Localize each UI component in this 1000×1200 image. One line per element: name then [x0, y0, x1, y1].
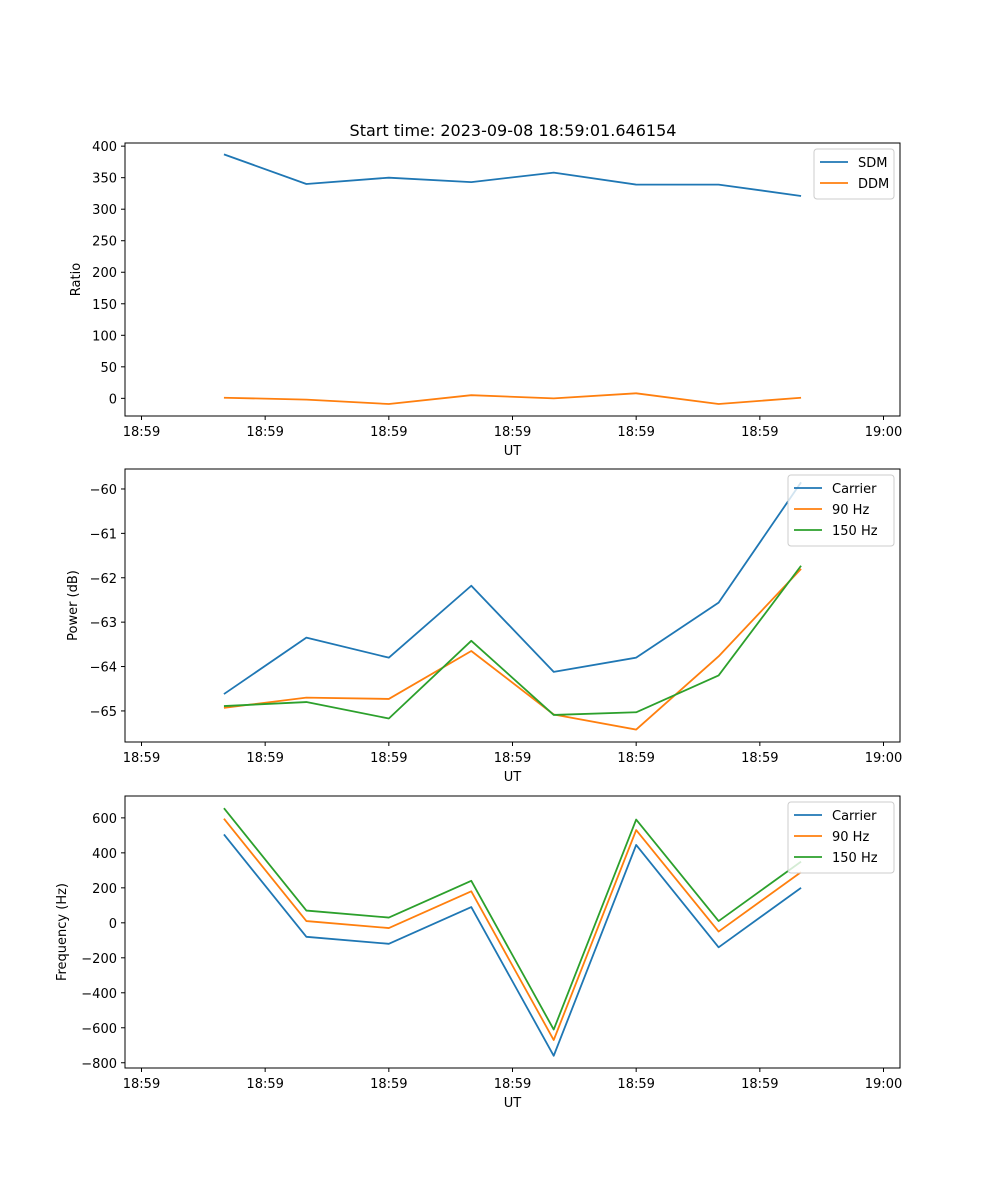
legend-label: 150 Hz: [832, 851, 878, 866]
series-line-ddm: [223, 392, 802, 405]
legend-label: SDM: [858, 156, 887, 171]
legend-label: DDM: [858, 177, 889, 192]
chart-panel-1: 18:59 18:59 18:59 18:59 18:59 18:59 19:00 0 50 10…: [69, 140, 902, 459]
y-tick-label: −65: [90, 705, 117, 720]
chart-panel-2: 18:59 18:59 18:59 18:59 18:59 18:59 19:00 −65 −6…: [66, 468, 902, 785]
x-tick-label: 18:59: [617, 425, 654, 440]
legend: Carrier 90 Hz 150 Hz: [787, 474, 895, 547]
y-tick-label: −800: [81, 1057, 117, 1072]
y-tick-label: 50: [100, 361, 117, 376]
series-line-sdm: [223, 153, 802, 197]
x-tick-label: 18:59: [494, 751, 531, 766]
series-line-carrier: [223, 481, 802, 695]
chart-panel-3: 18:59 18:59 18:59 18:59 18:59 18:59 19:00 −800 −…: [55, 795, 902, 1111]
y-axis-label: Frequency (Hz): [55, 883, 70, 981]
legend-label: Carrier: [832, 482, 877, 497]
x-tick-label: 18:59: [494, 425, 531, 440]
x-tick-label: 18:59: [123, 751, 160, 766]
y-tick-label: 100: [92, 329, 117, 344]
legend-label: 90 Hz: [832, 830, 869, 845]
x-axis-label: UT: [504, 444, 522, 459]
series-line-150-hz: [223, 565, 802, 720]
legend-box: [787, 474, 895, 547]
x-tick-label: 18:59: [370, 1077, 407, 1092]
series-line-150-hz: [223, 807, 802, 1031]
y-tick-label: 250: [92, 235, 117, 250]
axes-frame: [124, 468, 901, 743]
x-tick-label: 18:59: [617, 1077, 654, 1092]
axes-frame: [124, 795, 901, 1069]
y-tick-label: −64: [90, 661, 117, 676]
x-tick-label: 18:59: [741, 425, 778, 440]
y-tick-label: 400: [92, 847, 117, 862]
x-axis-label: UT: [504, 1096, 522, 1111]
y-tick-label: −63: [90, 616, 117, 631]
y-tick-label: 150: [92, 298, 117, 313]
legend-label: 90 Hz: [832, 503, 869, 518]
plots-container: 18:59 18:59 18:59 18:59 18:59 18:59 19:00 0 50 10…: [55, 140, 902, 1111]
x-tick-label: 18:59: [741, 751, 778, 766]
legend-box: [787, 801, 895, 874]
y-tick-label: 200: [92, 266, 117, 281]
x-tick-label: 18:59: [246, 1077, 283, 1092]
y-tick-label: 0: [109, 917, 117, 932]
y-axis-label: Ratio: [69, 263, 84, 296]
y-axis-label: Power (dB): [66, 570, 81, 641]
x-tick-label: 18:59: [494, 1077, 531, 1092]
y-tick-label: 300: [92, 203, 117, 218]
x-tick-label: 18:59: [617, 751, 654, 766]
x-tick-label: 18:59: [370, 425, 407, 440]
figure-title: Start time: 2023-09-08 18:59:01.646154: [350, 121, 677, 140]
y-tick-label: −600: [81, 1022, 117, 1037]
x-tick-label: 19:00: [865, 425, 902, 440]
x-tick-label: 19:00: [865, 1077, 902, 1092]
x-tick-label: 18:59: [123, 425, 160, 440]
axes-frame: [124, 142, 901, 417]
y-tick-label: 350: [92, 172, 117, 187]
y-tick-label: −62: [90, 572, 117, 587]
x-tick-label: 18:59: [741, 1077, 778, 1092]
x-tick-label: 18:59: [123, 1077, 160, 1092]
y-tick-label: −61: [90, 527, 117, 542]
y-tick-label: −400: [81, 987, 117, 1002]
series-line-90-hz: [223, 568, 802, 731]
legend: Carrier 90 Hz 150 Hz: [787, 801, 895, 874]
y-tick-label: −200: [81, 952, 117, 967]
x-tick-label: 19:00: [865, 751, 902, 766]
legend: SDM DDM: [813, 148, 895, 200]
legend-label: 150 Hz: [832, 524, 878, 539]
legend-label: Carrier: [832, 809, 877, 824]
y-tick-label: 600: [92, 812, 117, 827]
x-tick-label: 18:59: [370, 751, 407, 766]
x-tick-label: 18:59: [246, 425, 283, 440]
y-tick-label: 200: [92, 882, 117, 897]
x-axis-label: UT: [504, 770, 522, 785]
y-tick-label: 400: [92, 140, 117, 155]
series-line-90-hz: [223, 818, 802, 1041]
y-tick-label: −60: [90, 483, 117, 498]
y-tick-label: 0: [109, 392, 117, 407]
series-line-carrier: [223, 833, 802, 1057]
x-tick-label: 18:59: [246, 751, 283, 766]
